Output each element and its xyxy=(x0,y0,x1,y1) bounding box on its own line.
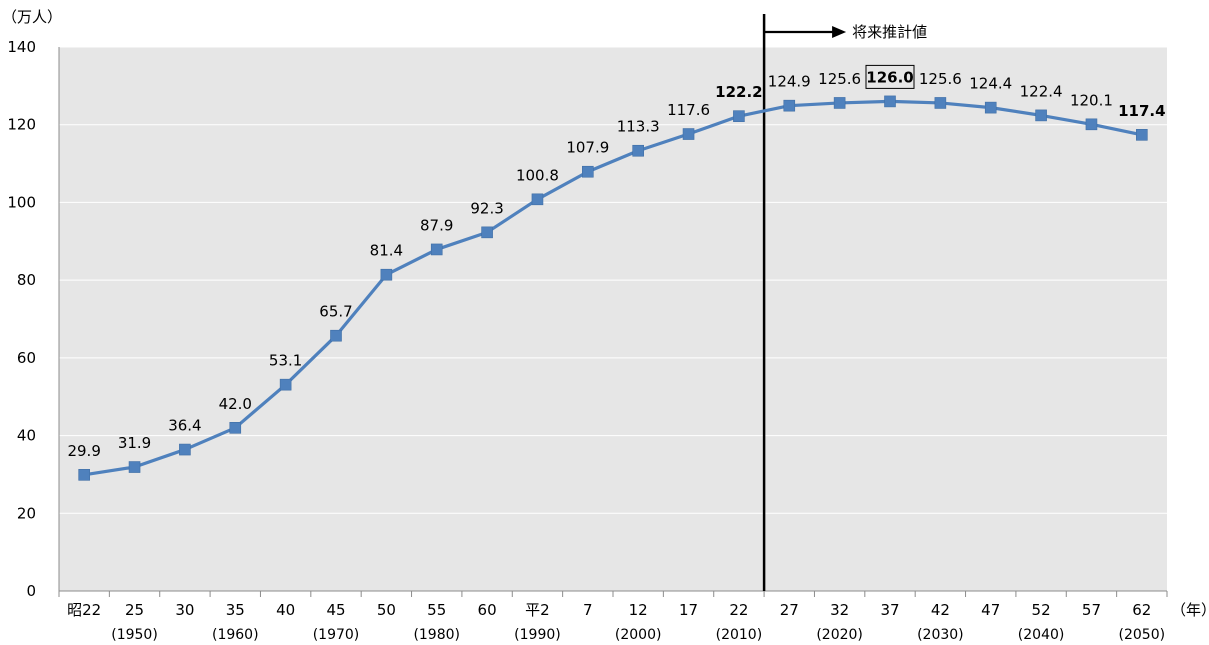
x-tick-label: 平2 xyxy=(525,601,550,619)
y-tick-label: 40 xyxy=(17,427,36,445)
data-point xyxy=(935,97,946,108)
data-label: 36.4 xyxy=(168,417,201,435)
x-tick-label: 22 xyxy=(729,601,748,619)
x-tick-label: 7 xyxy=(583,601,593,619)
projection-label: 将来推計値 xyxy=(852,23,927,41)
data-label: 122.4 xyxy=(1020,82,1063,100)
data-label: 107.9 xyxy=(566,139,609,157)
data-point xyxy=(532,194,543,205)
x-tick-sublabel: (1960) xyxy=(212,627,259,643)
data-label: 31.9 xyxy=(118,434,151,452)
x-tick-label: 27 xyxy=(780,601,799,619)
x-tick-label: 57 xyxy=(1082,601,1101,619)
data-point xyxy=(431,244,442,255)
x-tick-label: 37 xyxy=(880,601,899,619)
data-label: 125.6 xyxy=(818,70,861,88)
data-label: 92.3 xyxy=(470,199,503,217)
data-point xyxy=(985,102,996,113)
x-tick-label: 42 xyxy=(931,601,950,619)
data-label: 65.7 xyxy=(319,303,352,321)
data-point xyxy=(834,97,845,108)
data-point xyxy=(885,96,896,107)
x-tick-sublabel: (2000) xyxy=(615,627,662,643)
x-tick-label: 17 xyxy=(679,601,698,619)
x-tick-label: 47 xyxy=(981,601,1000,619)
x-tick-label: 32 xyxy=(830,601,849,619)
y-tick-label: 140 xyxy=(7,38,36,56)
data-label: 124.9 xyxy=(768,73,811,91)
data-point xyxy=(381,269,392,280)
y-tick-label: 0 xyxy=(26,582,36,600)
x-tick-label: 60 xyxy=(478,601,497,619)
data-label: 126.0 xyxy=(866,68,913,86)
x-tick-sublabel: (2010) xyxy=(716,627,763,643)
x-tick-label: 45 xyxy=(326,601,345,619)
data-point xyxy=(784,100,795,111)
projection-arrow-head xyxy=(832,26,846,38)
data-label: 81.4 xyxy=(370,242,403,260)
x-tick-sublabel: (2020) xyxy=(816,627,863,643)
x-tick-sublabel: (1980) xyxy=(413,627,460,643)
data-label: 42.0 xyxy=(219,395,252,413)
data-point xyxy=(482,227,493,238)
data-point xyxy=(733,111,744,122)
x-tick-sublabel: (1950) xyxy=(111,627,158,643)
y-axis-unit: （万人） xyxy=(2,8,62,26)
x-tick-label: 12 xyxy=(629,601,648,619)
y-tick-label: 120 xyxy=(7,116,36,134)
x-tick-label: 40 xyxy=(276,601,295,619)
data-point xyxy=(683,129,694,140)
x-tick-sublabel: (2050) xyxy=(1119,627,1166,643)
data-point xyxy=(1086,119,1097,130)
data-point xyxy=(1036,110,1047,121)
data-label: 122.2 xyxy=(715,83,762,101)
y-tick-label: 60 xyxy=(17,349,36,367)
x-tick-label: 52 xyxy=(1032,601,1051,619)
y-tick-label: 100 xyxy=(7,193,36,211)
data-label: 120.1 xyxy=(1070,91,1113,109)
x-tick-label: 55 xyxy=(427,601,446,619)
data-point xyxy=(129,462,140,473)
x-tick-label: 50 xyxy=(377,601,396,619)
data-label: 113.3 xyxy=(617,118,660,136)
x-tick-label: 25 xyxy=(125,601,144,619)
x-tick-label: 昭22 xyxy=(67,601,101,619)
data-label: 100.8 xyxy=(516,166,559,184)
data-point xyxy=(331,330,342,341)
x-tick-sublabel: (2040) xyxy=(1018,627,1065,643)
data-label: 87.9 xyxy=(420,216,453,234)
data-point xyxy=(79,469,90,480)
x-tick-label: 35 xyxy=(226,601,245,619)
data-point xyxy=(1136,129,1147,140)
data-point xyxy=(280,379,291,390)
data-point xyxy=(230,422,241,433)
data-label: 117.4 xyxy=(1118,102,1165,120)
data-label: 125.6 xyxy=(919,70,962,88)
data-point xyxy=(633,145,644,156)
x-tick-sublabel: (2030) xyxy=(917,627,964,643)
data-label: 29.9 xyxy=(67,442,100,460)
x-tick-sublabel: (1970) xyxy=(313,627,360,643)
y-tick-label: 20 xyxy=(17,504,36,522)
plot-area xyxy=(59,47,1167,591)
data-label: 53.1 xyxy=(269,352,302,370)
data-label: 124.4 xyxy=(969,75,1012,93)
y-tick-label: 80 xyxy=(17,271,36,289)
x-tick-label: 30 xyxy=(175,601,194,619)
x-tick-label: 62 xyxy=(1132,601,1151,619)
data-label: 117.6 xyxy=(667,101,710,119)
data-point xyxy=(582,166,593,177)
x-tick-sublabel: (1990) xyxy=(514,627,561,643)
data-point xyxy=(179,444,190,455)
x-axis-unit: （年） xyxy=(1171,601,1209,619)
